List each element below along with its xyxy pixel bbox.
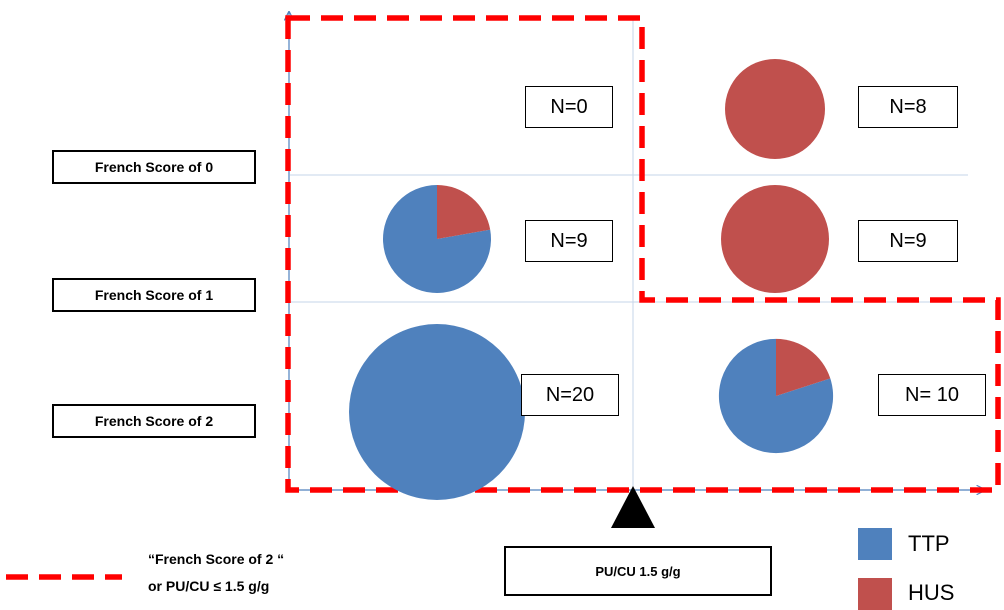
pie-slice-hus: [437, 185, 491, 239]
legend-swatch-ttp: [858, 528, 892, 560]
pie-score0-high: [725, 59, 825, 159]
n-label-score0-low: N=0: [525, 86, 613, 128]
n-label-score2-high: N= 10: [878, 374, 986, 416]
pie-slice-ttp: [718, 338, 834, 454]
pie-score2-low: [349, 324, 525, 500]
pie-layer: [349, 59, 834, 500]
x-split-label: PU/CU 1.5 g/g: [504, 546, 772, 596]
split-marker-triangle: [611, 486, 655, 528]
row-label-score-1: French Score of 1: [52, 278, 256, 312]
pie-slice-ttp: [349, 324, 525, 500]
n-label-score2-low: N=20: [521, 374, 619, 416]
pie-slice-hus: [721, 185, 829, 293]
dashed-legend-line-1: “French Score of 2 “: [148, 551, 285, 567]
pie-score1-high: [721, 185, 829, 293]
n-label-score1-low: N=9: [525, 220, 613, 262]
pie-score1-low: [383, 185, 492, 293]
dashed-legend-text: “French Score of 2 “ or PU/CU ≤ 1.5 g/g: [148, 546, 368, 600]
pie-slice-hus: [725, 59, 825, 159]
legend-label-hus: HUS: [908, 580, 955, 605]
pie-slice-hus: [776, 338, 831, 396]
dashed-region-outline: [285, 15, 1001, 493]
dashed-legend-line-2: or PU/CU ≤ 1.5 g/g: [148, 578, 270, 594]
row-label-score-0: French Score of 0: [52, 150, 256, 184]
n-label-score1-high: N=9: [858, 220, 958, 262]
n-label-score0-high: N=8: [858, 86, 958, 128]
legend-label-ttp: TTP: [908, 531, 950, 556]
pie-score2-high: [718, 338, 834, 454]
row-label-score-2: French Score of 2: [52, 404, 256, 438]
legend-swatch-hus: [858, 578, 892, 610]
